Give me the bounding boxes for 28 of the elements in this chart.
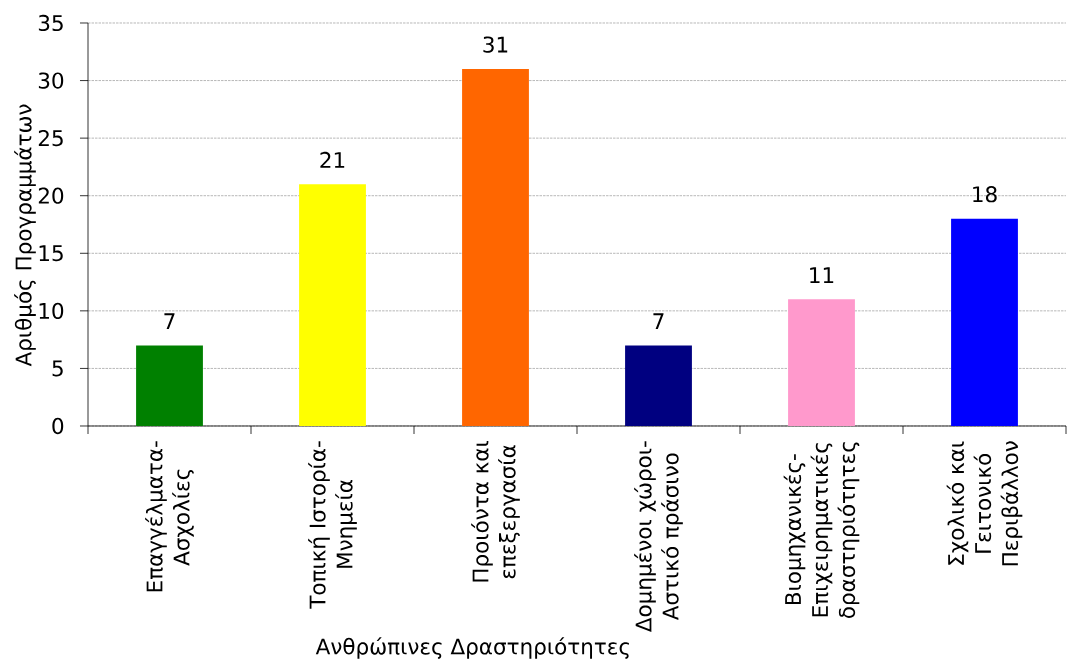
data-label: 11 — [810, 267, 834, 283]
y-tick-label: 25 — [38, 130, 63, 147]
y-tick-label: 10 — [39, 302, 64, 319]
y-tick-label: 5 — [52, 360, 63, 377]
data-label: 7 — [653, 313, 664, 330]
x-tick-label: Προιόντα και επεξεργασία — [471, 440, 520, 582]
bar — [788, 299, 855, 426]
data-label: 31 — [483, 36, 508, 53]
x-axis-title: Ανθρώπινες Δραστηριότητες — [315, 637, 629, 659]
x-tick-label: Τοπική Ιστορία-Μνημεία — [308, 441, 357, 609]
bar — [951, 218, 1018, 426]
y-tick-label: 35 — [38, 14, 63, 32]
bar — [625, 345, 692, 426]
y-tick-label: 0 — [52, 417, 64, 435]
x-tick-label: Δομημένοι χώροι-Αστικό πράσινο — [634, 441, 683, 633]
y-axis-title: Αριθμός Προγραμμάτων — [14, 104, 36, 367]
y-tick-label: 15 — [39, 245, 63, 262]
data-label: 18 — [973, 186, 997, 203]
bar — [299, 184, 366, 426]
x-tick-label: Σχολικό και Γειτονικό Περιβάλλον — [946, 441, 1023, 566]
x-tick-label: Βιομηχανικές-Επιχειρηματικές δραστηριότητες — [783, 442, 860, 619]
data-label: 21 — [320, 151, 345, 168]
data-label: 7 — [164, 313, 175, 330]
x-tick-label: Επαγγέλματα-Ασχολίες — [145, 441, 194, 592]
bar — [136, 345, 203, 426]
bar — [462, 69, 529, 426]
y-tick-label: 20 — [38, 187, 64, 204]
y-tick-label: 30 — [38, 72, 64, 89]
